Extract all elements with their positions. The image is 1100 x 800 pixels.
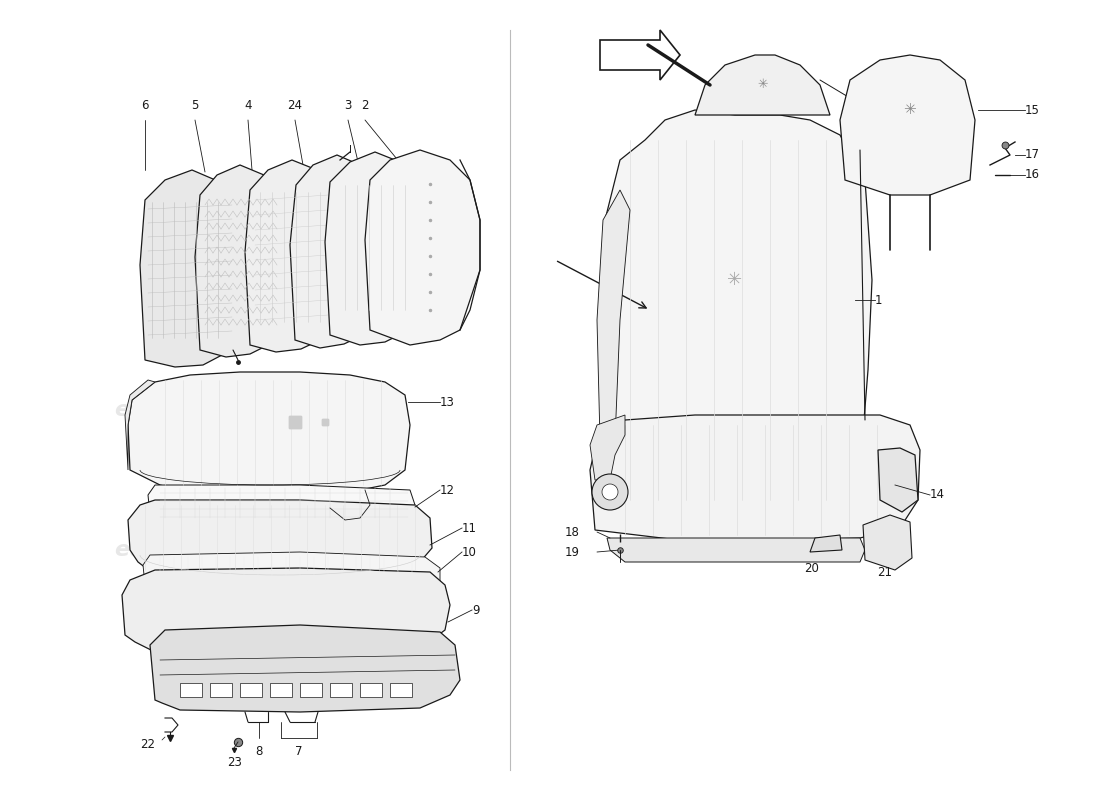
Polygon shape [140,170,236,367]
Bar [390,683,412,697]
Text: 18: 18 [565,526,580,538]
Text: 6: 6 [141,99,149,112]
Polygon shape [324,152,420,345]
Text: ✳: ✳ [727,271,742,289]
Text: 23: 23 [228,755,242,769]
Text: 5: 5 [191,99,199,112]
Text: ✳: ✳ [758,78,768,91]
Text: 10: 10 [462,546,477,558]
Circle shape [592,474,628,510]
Polygon shape [864,515,912,570]
Polygon shape [128,500,432,580]
Bar [270,683,292,697]
Text: 8: 8 [255,745,263,758]
Text: eurospares: eurospares [114,400,255,420]
Text: ✳: ✳ [903,102,916,118]
Polygon shape [600,110,872,528]
Polygon shape [607,538,865,562]
Polygon shape [195,165,280,357]
Polygon shape [878,448,918,512]
Bar [210,683,232,697]
Polygon shape [590,415,920,542]
Polygon shape [810,535,842,552]
Text: 16: 16 [1025,169,1040,182]
Text: eurospares: eurospares [114,540,255,560]
Text: 20: 20 [804,562,820,574]
Circle shape [602,484,618,500]
Text: eurospares: eurospares [660,460,801,480]
Text: 7: 7 [295,745,302,758]
Bar [240,683,262,697]
Polygon shape [590,415,625,480]
Text: 2: 2 [361,99,368,112]
Polygon shape [695,55,830,115]
Polygon shape [245,160,336,352]
Text: 22: 22 [141,738,155,751]
Polygon shape [143,552,440,600]
Polygon shape [290,155,377,348]
Text: eurospares: eurospares [660,370,801,390]
Text: 9: 9 [472,603,480,617]
Polygon shape [125,380,155,470]
Text: 15: 15 [1025,103,1040,117]
Polygon shape [128,372,410,495]
Polygon shape [365,150,480,345]
Text: 13: 13 [440,395,455,409]
Bar [180,683,202,697]
Text: 3: 3 [344,99,352,112]
Text: 17: 17 [1025,149,1040,162]
Text: 14: 14 [930,489,945,502]
Polygon shape [122,568,450,660]
Text: 21: 21 [878,566,892,578]
Polygon shape [840,55,975,195]
Polygon shape [597,190,630,440]
Bar [300,683,322,697]
Text: 4: 4 [244,99,252,112]
Bar [360,683,382,697]
Text: 11: 11 [462,522,477,534]
Text: 1: 1 [874,294,882,306]
Polygon shape [148,485,415,525]
Polygon shape [150,625,460,712]
Text: 12: 12 [440,483,455,497]
Text: 19: 19 [565,546,580,558]
Polygon shape [600,30,680,80]
Text: 24: 24 [287,99,303,112]
Bar [330,683,352,697]
